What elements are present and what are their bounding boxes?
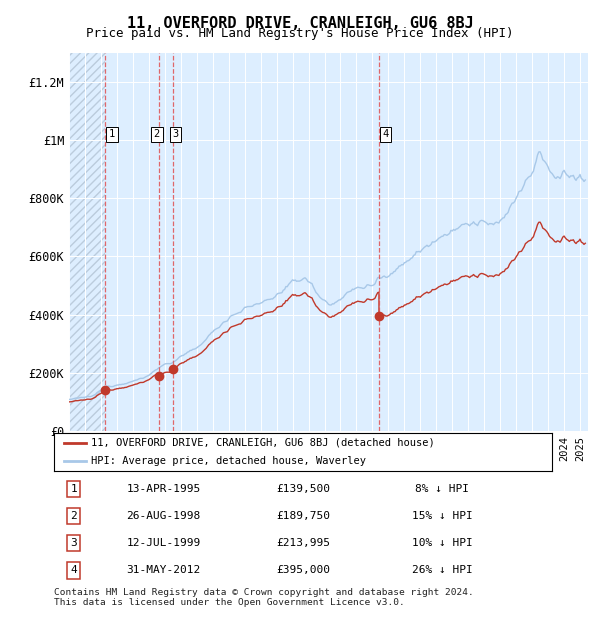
Text: 1: 1 [109,129,115,139]
Text: £395,000: £395,000 [276,565,330,575]
Text: 31-MAY-2012: 31-MAY-2012 [127,565,200,575]
Text: £213,995: £213,995 [276,538,330,548]
Text: 11, OVERFORD DRIVE, CRANLEIGH, GU6 8BJ: 11, OVERFORD DRIVE, CRANLEIGH, GU6 8BJ [127,16,473,30]
Bar [69,53,106,431]
Text: 26-AUG-1998: 26-AUG-1998 [127,512,200,521]
Text: 2: 2 [154,129,160,139]
Text: Price paid vs. HM Land Registry's House Price Index (HPI): Price paid vs. HM Land Registry's House … [86,27,514,40]
Text: 3: 3 [173,129,179,139]
Text: 1: 1 [71,484,77,494]
Text: 12-JUL-1999: 12-JUL-1999 [127,538,200,548]
Text: 15% ↓ HPI: 15% ↓ HPI [412,512,473,521]
Text: £189,750: £189,750 [276,512,330,521]
Text: HPI: Average price, detached house, Waverley: HPI: Average price, detached house, Wave… [91,456,367,466]
Text: 26% ↓ HPI: 26% ↓ HPI [412,565,473,575]
Text: £139,500: £139,500 [276,484,330,494]
Text: 11, OVERFORD DRIVE, CRANLEIGH, GU6 8BJ (detached house): 11, OVERFORD DRIVE, CRANLEIGH, GU6 8BJ (… [91,438,435,448]
Text: Contains HM Land Registry data © Crown copyright and database right 2024.
This d: Contains HM Land Registry data © Crown c… [54,588,474,607]
Text: 4: 4 [71,565,77,575]
Text: 10% ↓ HPI: 10% ↓ HPI [412,538,473,548]
Text: 13-APR-1995: 13-APR-1995 [127,484,200,494]
Text: 2: 2 [71,512,77,521]
Text: 8% ↓ HPI: 8% ↓ HPI [415,484,469,494]
Text: 4: 4 [382,129,388,139]
Bar [69,53,106,431]
Text: 3: 3 [71,538,77,548]
